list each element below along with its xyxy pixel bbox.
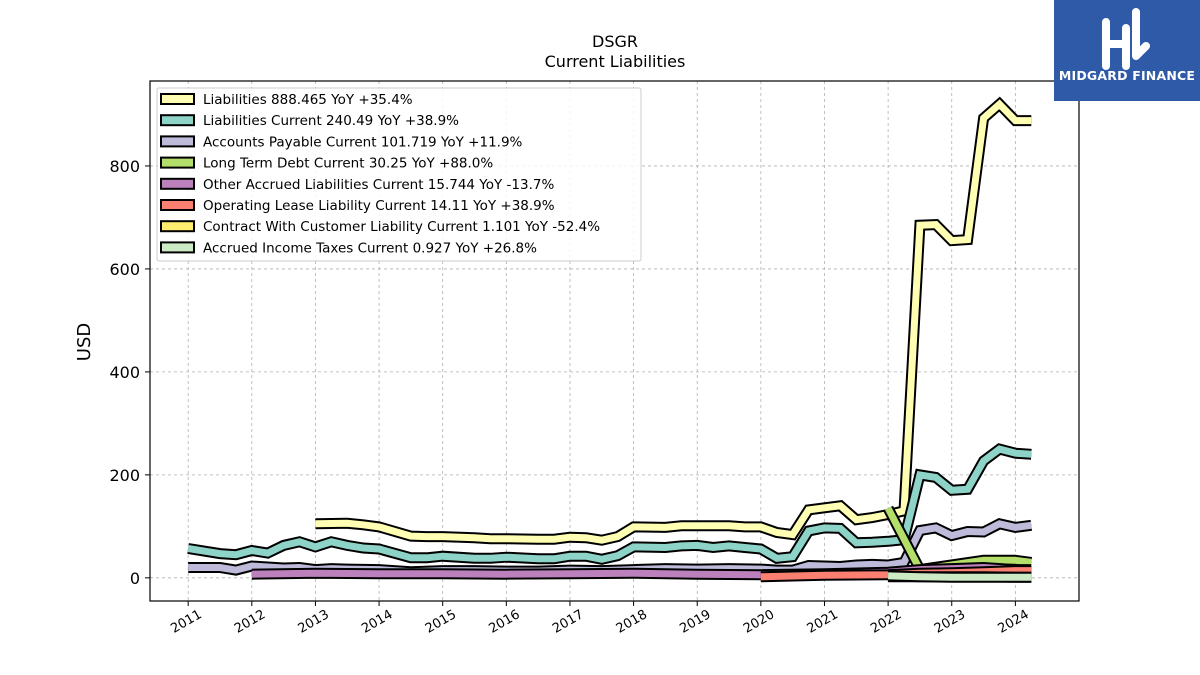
legend-item: Liabilities Current 240.49 YoY +38.9% [160, 113, 459, 129]
legend-label: Liabilities 888.465 YoY +35.4% [203, 92, 413, 108]
series-line [884, 506, 1032, 574]
x-tick-label: 2020 [741, 607, 777, 637]
legend-label: Long Term Debt Current 30.25 YoY +88.0% [203, 156, 493, 172]
series-liabilities [315, 96, 1032, 546]
legend-item: Accounts Payable Current 101.719 YoY +11… [160, 134, 523, 150]
x-tick-label: 2016 [486, 607, 522, 637]
legend-label: Accrued Income Taxes Current 0.927 YoY +… [203, 240, 537, 256]
x-tick-label: 2021 [805, 607, 841, 637]
legend-swatch [160, 199, 195, 211]
x-tick-label: 2014 [359, 607, 395, 637]
logo-mark-icon [1102, 8, 1150, 70]
x-tick-label: 2012 [232, 607, 268, 637]
series-long-term-debt-current [883, 505, 1033, 576]
legend-swatch [160, 241, 195, 254]
legend-swatch [160, 93, 195, 105]
legend: Liabilities 888.465 YoY +35.4% Liabilitie… [156, 87, 642, 262]
y-tick-label: 800 [109, 157, 140, 176]
legend-swatch [160, 156, 195, 169]
x-tick-label: 2024 [996, 607, 1032, 637]
plot-frame [149, 80, 1080, 602]
series-layer [187, 96, 1033, 583]
legend-item: Long Term Debt Current 30.25 YoY +88.0% [160, 156, 493, 172]
logo-text: MIDGARD FINANCE [1058, 68, 1196, 83]
x-tick-label: 2013 [296, 607, 332, 637]
y-tick-label: 200 [109, 466, 140, 485]
chart-title: DSGR [592, 32, 638, 51]
legend-swatch [160, 220, 195, 233]
legend-item: Liabilities 888.465 YoY +35.4% [160, 92, 413, 108]
legend-item: Operating Lease Liability Current 14.11 … [160, 198, 555, 214]
series-line [887, 572, 1032, 581]
legend-label: Operating Lease Liability Current 14.11 … [203, 198, 555, 214]
series-line [315, 99, 1032, 544]
y-tick-label: 0 [130, 569, 140, 588]
legend-swatch [160, 177, 195, 190]
legend-label: Contract With Customer Liability Current… [203, 219, 600, 235]
legend-item: Contract With Customer Liability Current… [160, 219, 600, 235]
legend-label: Other Accrued Liabilities Current 15.744… [203, 177, 554, 193]
y-axis-label: USD [74, 323, 95, 361]
x-tick-label: 2018 [614, 607, 650, 637]
x-tick-label: 2022 [868, 607, 904, 637]
legend-label: Liabilities Current 240.49 YoY +38.9% [203, 113, 459, 129]
x-tick-label: 2015 [423, 607, 459, 637]
legend-swatch [160, 135, 195, 148]
x-tick-label: 2011 [168, 607, 204, 637]
y-tick-label: 400 [109, 363, 140, 382]
legend-label: Accounts Payable Current 101.719 YoY +11… [203, 134, 523, 150]
y-tick-label: 600 [109, 260, 140, 279]
legend-item: Other Accrued Liabilities Current 15.744… [160, 177, 554, 193]
legend-swatch [160, 114, 195, 127]
x-tick-label: 2023 [932, 607, 968, 637]
x-tick-label: 2017 [550, 607, 586, 637]
legend-item: Accrued Income Taxes Current 0.927 YoY +… [160, 240, 537, 256]
chart-subtitle: Current Liabilities [545, 52, 686, 71]
x-tick-label: 2019 [677, 607, 713, 637]
brand-logo: MIDGARD FINANCE [1054, 0, 1200, 101]
legend-box [156, 87, 642, 262]
series-accrued-income-taxes-current [887, 570, 1032, 583]
